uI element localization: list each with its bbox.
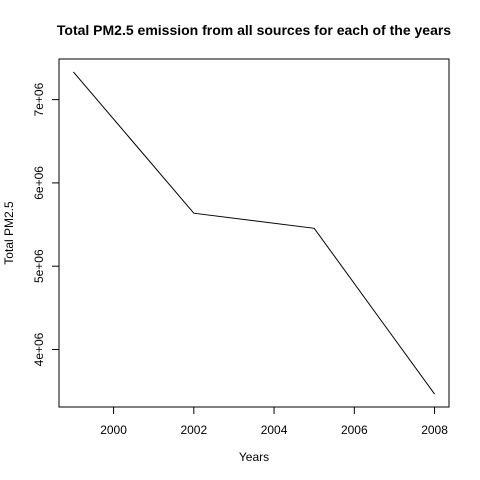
y-tick-label: 4e+06 xyxy=(32,332,46,366)
y-tick-label: 5e+06 xyxy=(32,249,46,283)
x-tick-label: 2006 xyxy=(341,423,368,437)
x-tick-label: 2008 xyxy=(421,423,448,437)
x-tick-label: 2002 xyxy=(180,423,207,437)
x-tick-label: 2000 xyxy=(100,423,127,437)
y-axis-title: Total PM2.5 xyxy=(2,201,16,265)
plot-frame xyxy=(58,58,450,408)
chart-title: Total PM2.5 emission from all sources fo… xyxy=(57,22,451,38)
x-tick-label: 2004 xyxy=(261,423,288,437)
x-axis-title: Years xyxy=(239,450,269,464)
series-line xyxy=(73,71,436,395)
y-axis: 4e+06 5e+06 6e+06 7e+06 xyxy=(32,82,59,366)
y-tick-label: 7e+06 xyxy=(32,82,46,116)
y-tick-label: 6e+06 xyxy=(32,166,46,200)
x-axis: 2000 2002 2004 2006 2008 xyxy=(100,407,448,437)
